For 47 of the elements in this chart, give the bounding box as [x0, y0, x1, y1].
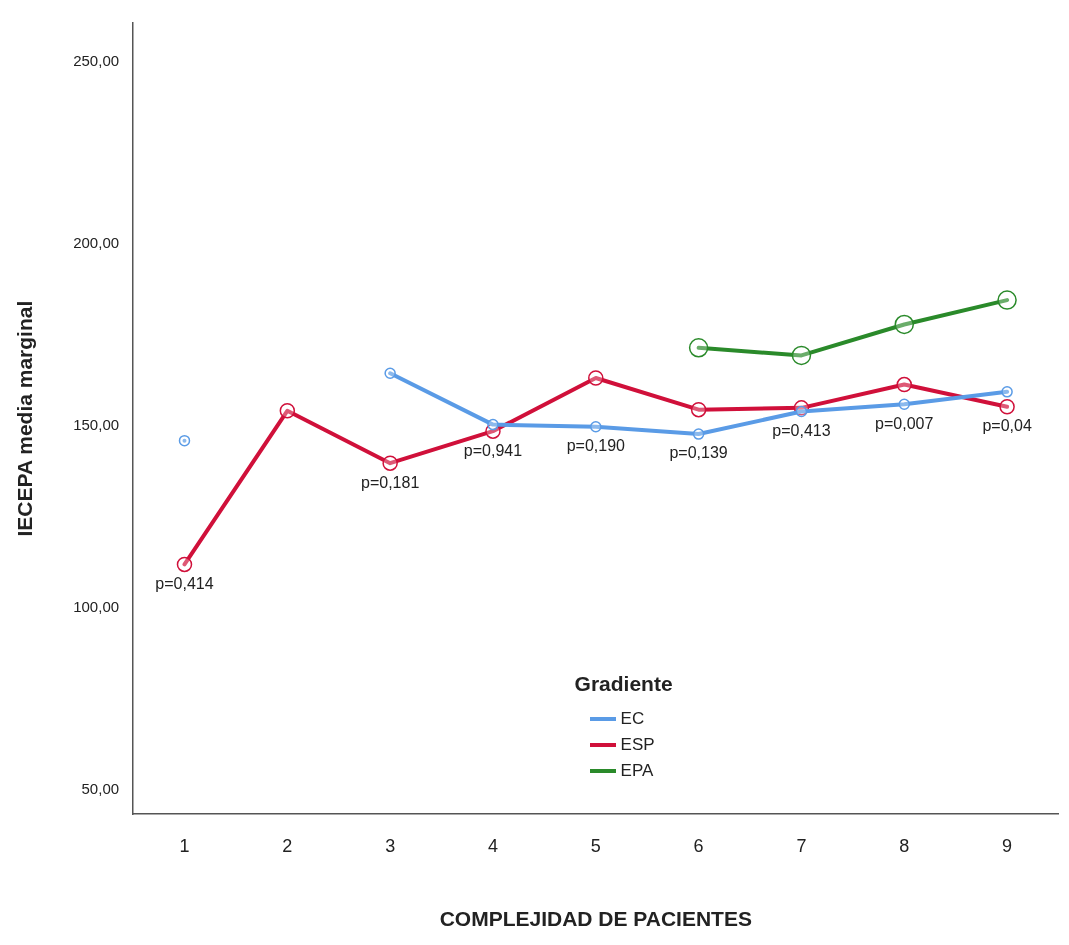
point	[588, 370, 604, 386]
x-tick-label: 3	[385, 835, 396, 856]
annotation: p=0,413	[772, 421, 831, 439]
x-tick-label: 4	[487, 835, 498, 856]
annotation: p=0,139	[669, 444, 728, 462]
point	[894, 314, 915, 335]
y-tick-label: 50,00	[81, 779, 120, 797]
point	[896, 376, 913, 393]
point	[1001, 386, 1013, 398]
point	[690, 401, 707, 418]
legend-label: EPA	[620, 761, 654, 782]
annotation: p=0,181	[361, 473, 420, 491]
legend-label: ESP	[620, 735, 655, 756]
annotation: p=0,190	[566, 437, 626, 455]
x-tick-label: 7	[796, 835, 807, 856]
y-axis-title: IECEPA media marginal	[13, 300, 37, 537]
point	[688, 338, 709, 358]
point	[795, 405, 808, 418]
point	[382, 455, 398, 471]
x-axis-title: COMPLEJIDAD DE PACIENTES	[439, 907, 752, 931]
annotation: p=0,941	[463, 441, 523, 459]
annotation: p=0,007	[875, 414, 934, 432]
y-tick-label: 100,00	[73, 597, 120, 615]
point	[384, 367, 396, 380]
point	[590, 421, 602, 433]
point	[178, 434, 191, 447]
y-tick-label: 250,00	[73, 51, 120, 69]
x-tick-label: 8	[899, 835, 910, 856]
legend-label: EC	[620, 709, 645, 730]
point	[279, 403, 296, 419]
x-tick-label: 9	[1002, 835, 1013, 856]
point	[692, 428, 705, 440]
y-tick-label: 150,00	[73, 415, 120, 433]
annotation: p=0,04	[982, 417, 1032, 435]
point	[997, 290, 1017, 310]
point	[898, 398, 911, 410]
point	[487, 418, 499, 431]
annotation: p=0,414	[155, 574, 214, 592]
x-tick-label: 6	[693, 835, 704, 856]
x-tick-label: 1	[179, 835, 190, 856]
x-tick-label: 2	[282, 835, 293, 856]
y-tick-label: 200,00	[73, 233, 120, 251]
x-tick-label: 5	[590, 835, 601, 856]
point	[791, 345, 812, 366]
legend-title: Gradiente	[574, 672, 673, 697]
point	[999, 399, 1015, 415]
point	[176, 556, 193, 573]
